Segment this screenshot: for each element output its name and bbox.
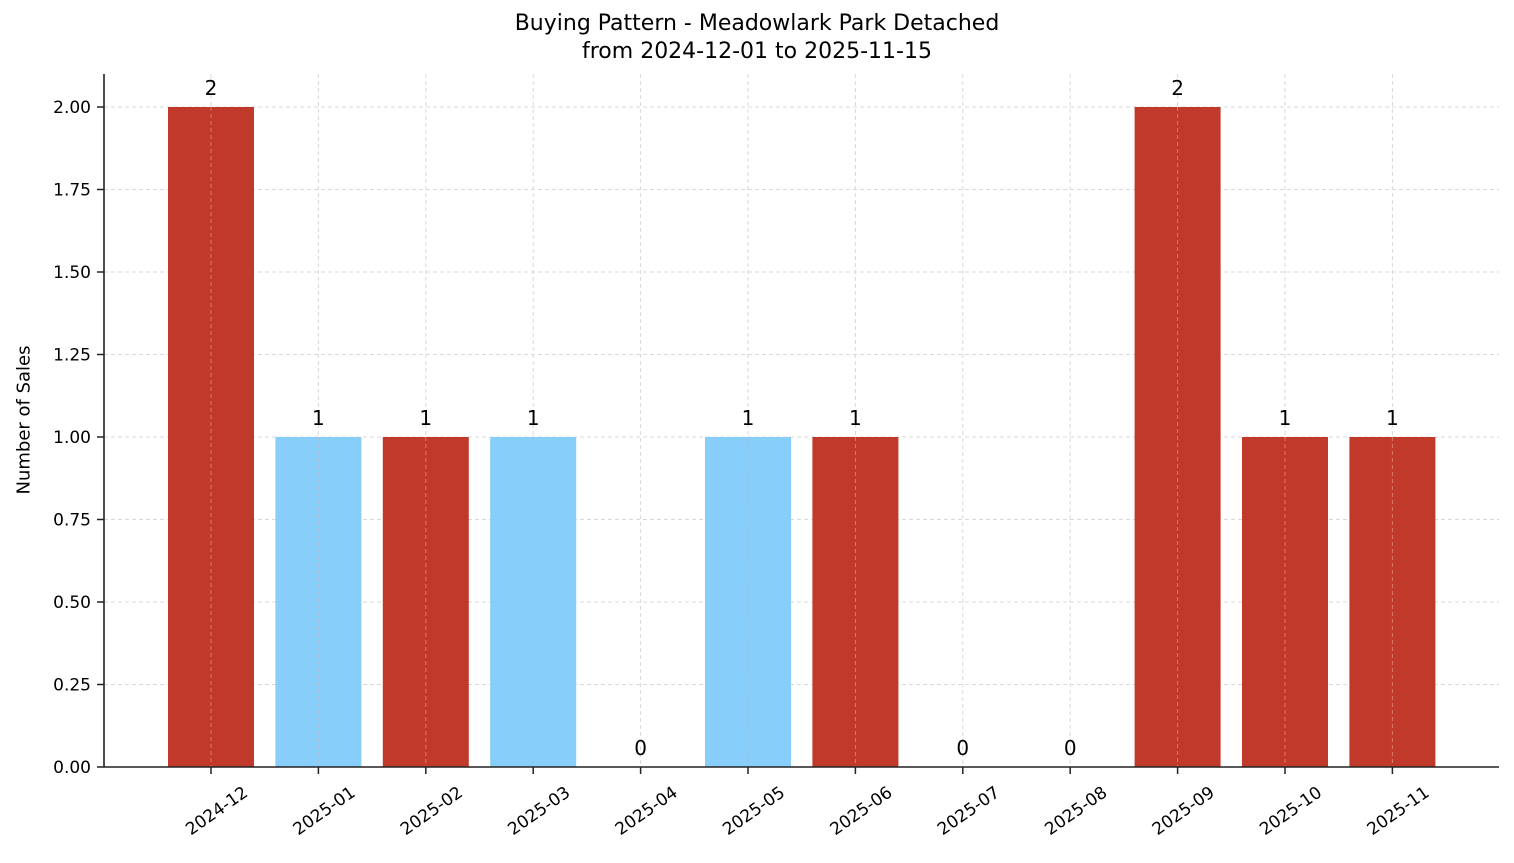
x-tick-label: 2025-01 xyxy=(290,783,360,840)
bar-value-label: 0 xyxy=(634,736,647,760)
y-tick-label: 0.25 xyxy=(53,676,91,696)
y-tick-label: 1.25 xyxy=(53,346,91,366)
x-tick-label: 2025-11 xyxy=(1364,783,1434,840)
bar-value-label: 1 xyxy=(527,406,540,430)
y-tick-label: 0.50 xyxy=(53,593,91,613)
bar-value-label: 1 xyxy=(312,406,325,430)
bar-value-label: 2 xyxy=(205,76,218,100)
x-tick-label: 2024-12 xyxy=(182,783,252,840)
x-tick-label: 2025-10 xyxy=(1256,783,1326,840)
chart-title: Buying Pattern - Meadowlark Park Detache… xyxy=(0,10,1514,66)
x-tick-label: 2025-02 xyxy=(397,783,467,840)
x-tick-label: 2025-07 xyxy=(934,783,1004,840)
chart-subtitle: from 2024-12-01 to 2025-11-15 xyxy=(582,39,932,64)
bar xyxy=(490,437,577,767)
bar-value-label: 1 xyxy=(419,406,432,430)
bar-value-label: 1 xyxy=(742,406,755,430)
y-tick-label: 1.75 xyxy=(53,181,91,201)
y-tick-label: 1.00 xyxy=(53,428,91,448)
chart-title-line1: Buying Pattern - Meadowlark Park Detache… xyxy=(514,11,1000,36)
y-tick-label: 2.00 xyxy=(53,98,91,118)
y-tick-label: 0.00 xyxy=(53,758,91,778)
x-tick-label: 2025-09 xyxy=(1149,783,1219,840)
bar-value-label: 0 xyxy=(956,736,969,760)
y-tick-label: 0.75 xyxy=(53,511,91,531)
x-tick-label: 2025-05 xyxy=(719,783,789,840)
bar-value-label: 2 xyxy=(1171,76,1184,100)
x-tick-label: 2025-04 xyxy=(612,783,682,840)
x-tick-label: 2025-03 xyxy=(504,783,574,840)
x-tick-label: 2025-06 xyxy=(827,783,897,840)
bar xyxy=(275,437,362,767)
bar-value-label: 1 xyxy=(1386,406,1399,430)
x-tick-label: 2025-08 xyxy=(1041,783,1111,840)
bar xyxy=(705,437,791,767)
bar-value-label: 1 xyxy=(1279,406,1292,430)
y-tick-label: 1.50 xyxy=(53,263,91,283)
bar-value-label: 1 xyxy=(849,406,862,430)
bar-value-label: 0 xyxy=(1064,736,1077,760)
